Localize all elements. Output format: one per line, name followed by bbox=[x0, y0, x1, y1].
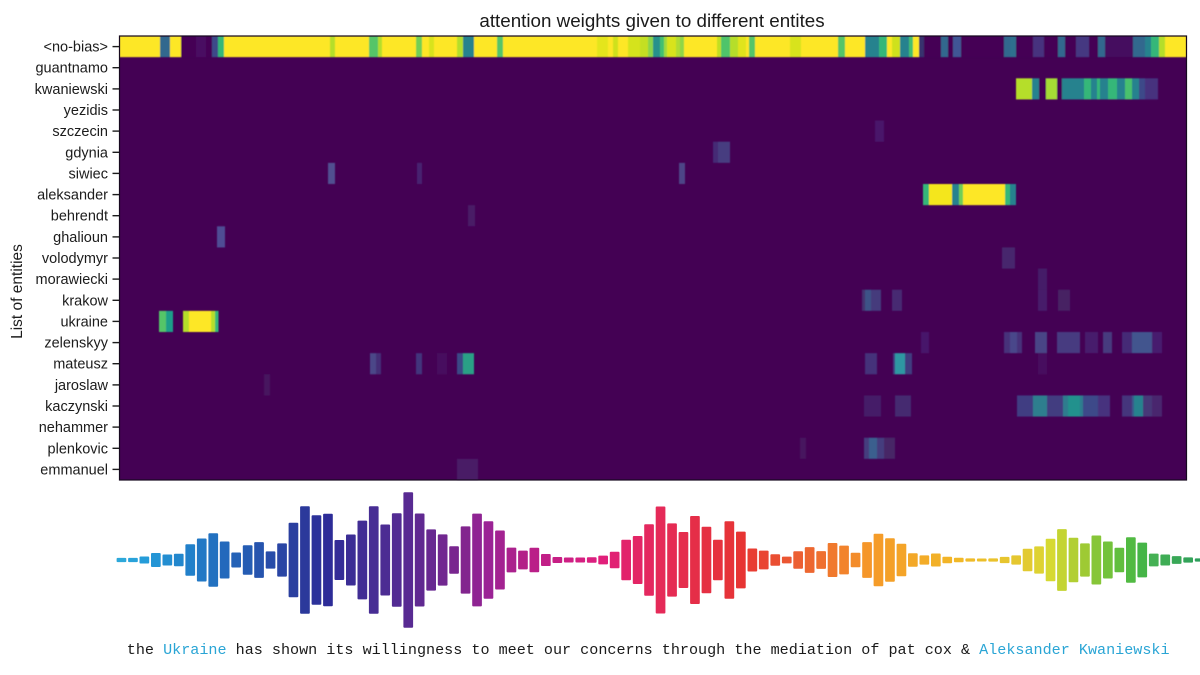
svg-text:krakow: krakow bbox=[62, 293, 108, 309]
svg-text:szczecin: szczecin bbox=[52, 124, 108, 140]
svg-text:aleksander: aleksander bbox=[37, 188, 108, 204]
svg-text:plenkovic: plenkovic bbox=[48, 441, 108, 457]
svg-text:yezidis: yezidis bbox=[64, 103, 108, 119]
svg-text:jaroslaw: jaroslaw bbox=[54, 378, 109, 394]
svg-text:mateusz: mateusz bbox=[53, 357, 108, 373]
svg-text:attention weights given to dif: attention weights given to different ent… bbox=[479, 10, 824, 31]
svg-text:<no-bias>: <no-bias> bbox=[44, 40, 109, 56]
svg-text:emmanuel: emmanuel bbox=[40, 462, 108, 478]
svg-text:gdynia: gdynia bbox=[65, 145, 109, 161]
svg-text:zelenskyy: zelenskyy bbox=[44, 336, 108, 352]
svg-text:guantnamo: guantnamo bbox=[35, 61, 108, 77]
svg-text:List of entities: List of entities bbox=[9, 244, 26, 339]
svg-text:siwiec: siwiec bbox=[69, 166, 108, 182]
svg-text:nehammer: nehammer bbox=[39, 420, 108, 436]
svg-text:ghalioun: ghalioun bbox=[53, 230, 108, 246]
svg-text:kaczynski: kaczynski bbox=[45, 399, 108, 415]
svg-text:ukraine: ukraine bbox=[60, 314, 108, 330]
svg-text:kwaniewski: kwaniewski bbox=[35, 82, 108, 98]
svg-text:morawiecki: morawiecki bbox=[35, 272, 108, 288]
svg-text:the Ukraine has shown its will: the Ukraine has shown its willingness to… bbox=[127, 641, 1170, 659]
svg-text:behrendt: behrendt bbox=[51, 209, 108, 225]
svg-text:volodymyr: volodymyr bbox=[42, 251, 108, 267]
